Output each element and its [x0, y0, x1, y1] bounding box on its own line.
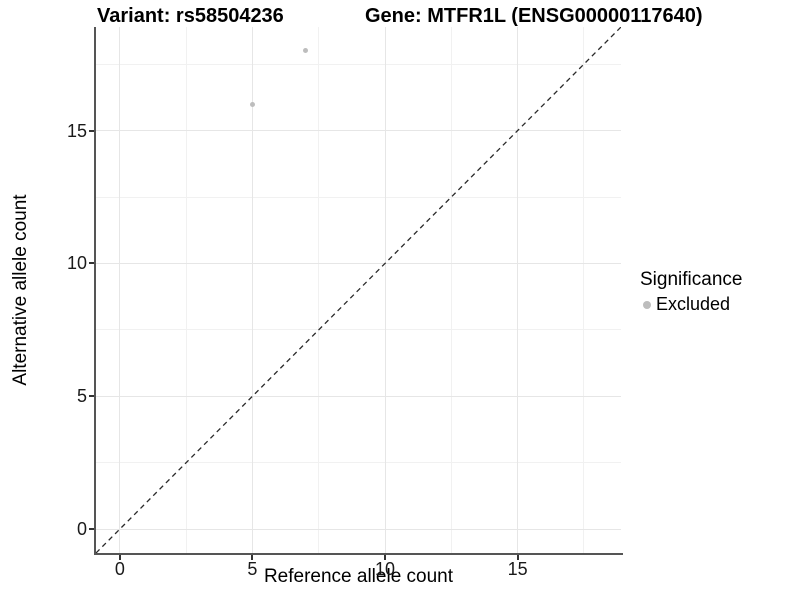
gridline-y-major — [96, 395, 621, 397]
gridline-y-major — [96, 528, 621, 530]
variant-title: Variant: rs58504236 — [97, 5, 284, 27]
y-tick-label: 5 — [76, 386, 87, 407]
y-tick-mark — [89, 129, 94, 132]
gridline-x-major — [119, 27, 121, 553]
gridline-x-major — [517, 27, 519, 553]
gridline-x-major — [251, 27, 253, 553]
x-tick-mark — [118, 555, 121, 560]
gridline-y-major — [96, 262, 621, 264]
y-tick-label: 0 — [76, 519, 87, 540]
legend-items: Excluded — [640, 294, 742, 315]
dot-icon — [643, 300, 651, 309]
y-tick-mark — [89, 395, 94, 398]
x-tick-label: 5 — [247, 559, 258, 579]
y-tick-mark — [89, 262, 94, 265]
legend-title: Significance — [640, 269, 743, 290]
gridline-y-minor — [96, 63, 621, 65]
gene-title: Gene: MTFR1L (ENSG00000117640) — [365, 5, 703, 27]
data-point — [302, 48, 308, 54]
gridline-x-minor — [318, 27, 320, 553]
gridline-x-major — [384, 27, 386, 553]
plot-panel — [96, 27, 621, 553]
x-tick-mark — [251, 555, 254, 560]
x-tick-label: 0 — [114, 559, 125, 579]
x-tick-mark — [384, 555, 386, 560]
identity-line — [96, 27, 621, 553]
gridline-x-minor — [450, 27, 452, 553]
legend-item-label: Excluded — [656, 294, 731, 314]
gridline-y-major — [96, 130, 621, 132]
y-axis-title: Alternative allele count — [10, 194, 31, 386]
gridline-x-minor — [185, 27, 187, 553]
gridline-y-minor — [96, 196, 621, 198]
gridline-y-minor — [96, 462, 621, 464]
x-axis-line — [94, 553, 623, 555]
legend-item: Excluded — [640, 294, 742, 315]
x-axis-title: Reference allele count — [263, 566, 454, 587]
x-tick-label: 10 — [374, 559, 396, 579]
x-tick-mark — [516, 555, 519, 560]
x-tick-label: 15 — [507, 559, 528, 579]
y-tick-label: 10 — [66, 253, 87, 274]
legend: Significance Excluded — [640, 269, 742, 315]
y-tick-mark — [89, 528, 94, 531]
y-axis-line — [94, 27, 96, 555]
gridline-y-minor — [96, 329, 621, 331]
y-tick-label: 15 — [66, 120, 87, 141]
gridline-x-minor — [583, 27, 585, 553]
data-point — [249, 101, 255, 107]
